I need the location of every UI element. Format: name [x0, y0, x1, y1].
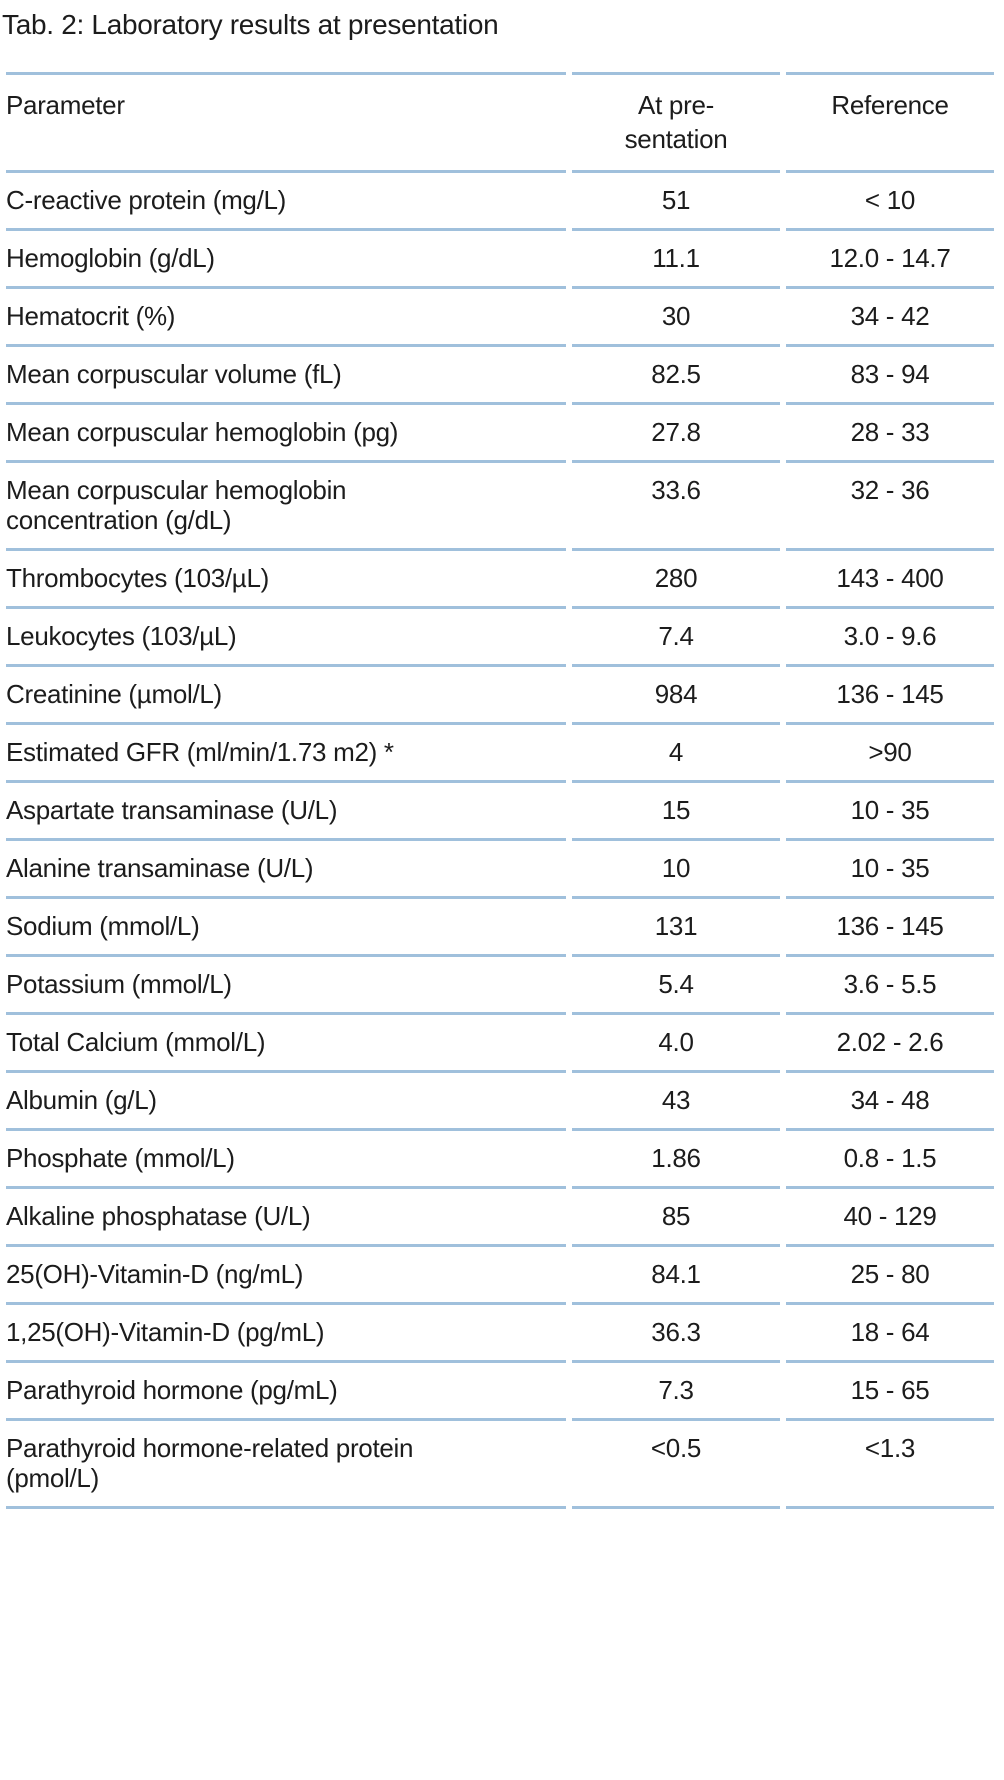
value-cell: 43 [572, 1073, 780, 1131]
parameter-cell: Hemoglobin (g/dL) [6, 231, 566, 289]
table-row: Estimated GFR (ml/min/1.73 m2) * 4 >90 [6, 725, 994, 783]
reference-cell: 18 - 64 [786, 1305, 994, 1363]
value-cell: 11.1 [572, 231, 780, 289]
table-row: Sodium (mmol/L) 131 136 - 145 [6, 899, 994, 957]
parameter-cell: Thrombocytes (103/µL) [6, 551, 566, 609]
value-cell: 82.5 [572, 347, 780, 405]
parameter-cell: Phosphate (mmol/L) [6, 1131, 566, 1189]
table-row: Mean corpuscular hemoglobin (pg) 27.8 28… [6, 405, 994, 463]
reference-cell: 3.0 - 9.6 [786, 609, 994, 667]
value-cell: 51 [572, 173, 780, 231]
parameter-cell: Mean corpuscular hemoglobin (pg) [6, 405, 566, 463]
value-cell: 1.86 [572, 1131, 780, 1189]
lab-results-table: Parameter At pre- sentation Reference C-… [0, 72, 1000, 1509]
table-row: Aspartate transaminase (U/L) 15 10 - 35 [6, 783, 994, 841]
value-cell: 27.8 [572, 405, 780, 463]
parameter-cell: Creatinine (µmol/L) [6, 667, 566, 725]
value-cell: 131 [572, 899, 780, 957]
table-row: Total Calcium (mmol/L) 4.0 2.02 - 2.6 [6, 1015, 994, 1073]
table-row: Mean corpuscular volume (fL) 82.5 83 - 9… [6, 347, 994, 405]
parameter-cell: Albumin (g/L) [6, 1073, 566, 1131]
value-cell: 4.0 [572, 1015, 780, 1073]
reference-cell: 0.8 - 1.5 [786, 1131, 994, 1189]
value-cell: 7.3 [572, 1363, 780, 1421]
column-header-at-presentation: At pre- sentation [572, 72, 780, 173]
reference-cell: 12.0 - 14.7 [786, 231, 994, 289]
table-header: Parameter At pre- sentation Reference [6, 72, 994, 173]
parameter-cell: Leukocytes (103/µL) [6, 609, 566, 667]
parameter-cell: Parathyroid hormone (pg/mL) [6, 1363, 566, 1421]
reference-cell: 2.02 - 2.6 [786, 1015, 994, 1073]
parameter-cell: Estimated GFR (ml/min/1.73 m2) * [6, 725, 566, 783]
table-body: C-reactive protein (mg/L) 51 < 10 Hemogl… [6, 173, 994, 1509]
parameter-cell: Mean corpuscular volume (fL) [6, 347, 566, 405]
value-cell: 85 [572, 1189, 780, 1247]
reference-cell: 136 - 145 [786, 667, 994, 725]
value-cell: <0.5 [572, 1421, 780, 1509]
reference-cell: 3.6 - 5.5 [786, 957, 994, 1015]
reference-cell: 83 - 94 [786, 347, 994, 405]
value-cell: 984 [572, 667, 780, 725]
reference-cell: 34 - 48 [786, 1073, 994, 1131]
table-row: Parathyroid hormone-related protein (pmo… [6, 1421, 994, 1509]
reference-cell: >90 [786, 725, 994, 783]
value-cell: 84.1 [572, 1247, 780, 1305]
reference-cell: 143 - 400 [786, 551, 994, 609]
parameter-cell: Hematocrit (%) [6, 289, 566, 347]
value-cell: 10 [572, 841, 780, 899]
reference-cell: 25 - 80 [786, 1247, 994, 1305]
value-cell: 33.6 [572, 463, 780, 551]
parameter-cell: Sodium (mmol/L) [6, 899, 566, 957]
parameter-cell: 25(OH)-Vitamin-D (ng/mL) [6, 1247, 566, 1305]
table-row: Potassium (mmol/L) 5.4 3.6 - 5.5 [6, 957, 994, 1015]
reference-cell: 10 - 35 [786, 783, 994, 841]
reference-cell: 10 - 35 [786, 841, 994, 899]
value-cell: 5.4 [572, 957, 780, 1015]
reference-cell: < 10 [786, 173, 994, 231]
parameter-cell: Mean corpuscular hemoglobin concentratio… [6, 463, 566, 551]
parameter-cell: 1,25(OH)-Vitamin-D (pg/mL) [6, 1305, 566, 1363]
value-cell: 30 [572, 289, 780, 347]
value-cell: 280 [572, 551, 780, 609]
table-row: Hemoglobin (g/dL) 11.1 12.0 - 14.7 [6, 231, 994, 289]
table-row: Alkaline phosphatase (U/L) 85 40 - 129 [6, 1189, 994, 1247]
table-row: Albumin (g/L) 43 34 - 48 [6, 1073, 994, 1131]
reference-cell: 32 - 36 [786, 463, 994, 551]
table-caption: Tab. 2: Laboratory results at presentati… [2, 9, 499, 40]
column-header-reference: Reference [786, 72, 994, 173]
header-row: Parameter At pre- sentation Reference [6, 72, 994, 173]
reference-cell: 15 - 65 [786, 1363, 994, 1421]
parameter-cell: Aspartate transaminase (U/L) [6, 783, 566, 841]
value-cell: 4 [572, 725, 780, 783]
table-row: Leukocytes (103/µL) 7.4 3.0 - 9.6 [6, 609, 994, 667]
parameter-cell: Total Calcium (mmol/L) [6, 1015, 566, 1073]
table-row: Mean corpuscular hemoglobin concentratio… [6, 463, 994, 551]
table-row: C-reactive protein (mg/L) 51 < 10 [6, 173, 994, 231]
table-row: Thrombocytes (103/µL) 280 143 - 400 [6, 551, 994, 609]
reference-cell: 28 - 33 [786, 405, 994, 463]
reference-cell: 34 - 42 [786, 289, 994, 347]
table-row: Hematocrit (%) 30 34 - 42 [6, 289, 994, 347]
parameter-cell: Alkaline phosphatase (U/L) [6, 1189, 566, 1247]
parameter-cell: Alanine transaminase (U/L) [6, 841, 566, 899]
table-row: Alanine transaminase (U/L) 10 10 - 35 [6, 841, 994, 899]
reference-cell: 136 - 145 [786, 899, 994, 957]
value-cell: 7.4 [572, 609, 780, 667]
reference-cell: 40 - 129 [786, 1189, 994, 1247]
table-row: Phosphate (mmol/L) 1.86 0.8 - 1.5 [6, 1131, 994, 1189]
table-row: Creatinine (µmol/L) 984 136 - 145 [6, 667, 994, 725]
parameter-cell: Parathyroid hormone-related protein (pmo… [6, 1421, 566, 1509]
table-row: Parathyroid hormone (pg/mL) 7.3 15 - 65 [6, 1363, 994, 1421]
table-row: 1,25(OH)-Vitamin-D (pg/mL) 36.3 18 - 64 [6, 1305, 994, 1363]
parameter-cell: C-reactive protein (mg/L) [6, 173, 566, 231]
table-row: 25(OH)-Vitamin-D (ng/mL) 84.1 25 - 80 [6, 1247, 994, 1305]
value-cell: 36.3 [572, 1305, 780, 1363]
column-header-parameter: Parameter [6, 72, 566, 173]
reference-cell: <1.3 [786, 1421, 994, 1509]
value-cell: 15 [572, 783, 780, 841]
parameter-cell: Potassium (mmol/L) [6, 957, 566, 1015]
